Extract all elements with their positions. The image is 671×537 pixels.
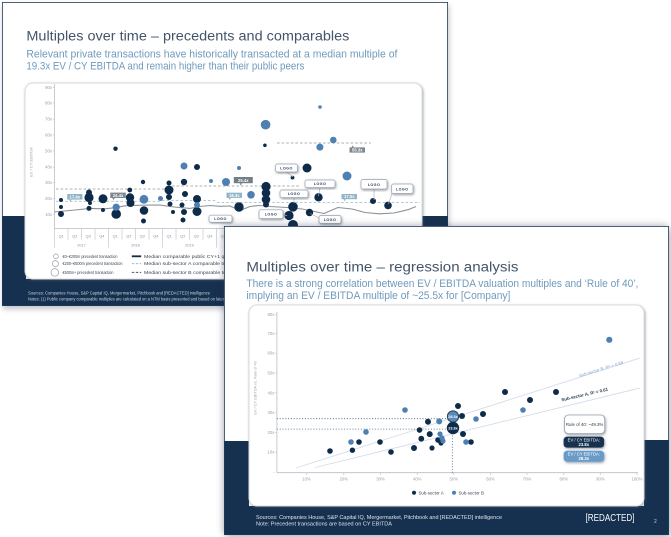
- svg-text:Q3: Q3: [140, 235, 145, 239]
- svg-text:20%: 20%: [339, 477, 348, 482]
- svg-text:Sources: Companies House, S&P: Sources: Companies House, S&P Capital IQ…: [256, 515, 502, 521]
- svg-text:Q3: Q3: [194, 235, 199, 239]
- svg-text:-: -: [273, 470, 275, 475]
- svg-text:80x: 80x: [267, 312, 275, 317]
- svg-text:€200–€500m precedent transacti: €200–€500m precedent transaction: [63, 261, 124, 266]
- svg-text:Q1: Q1: [221, 235, 226, 239]
- svg-text:EV / CY EBITDA:: EV / CY EBITDA:: [568, 451, 600, 456]
- svg-text:Q2: Q2: [126, 235, 131, 239]
- svg-text:2018: 2018: [131, 243, 139, 247]
- svg-text:30x: 30x: [45, 180, 53, 185]
- svg-text:24.4x: 24.4x: [113, 193, 124, 198]
- svg-text:LOGO: LOGO: [288, 192, 300, 196]
- svg-text:100%: 100%: [632, 477, 643, 482]
- svg-text:40x: 40x: [267, 390, 275, 395]
- svg-text:18.3x: 18.3x: [229, 193, 240, 198]
- svg-text:19.3x EV / CY EBITDA and remai: 19.3x EV / CY EBITDA and remain higher t…: [26, 61, 304, 73]
- svg-text:25.4x: 25.4x: [238, 178, 249, 183]
- svg-text:80%: 80%: [559, 477, 568, 482]
- svg-text:50x: 50x: [45, 149, 53, 154]
- svg-text:2019: 2019: [185, 243, 193, 247]
- svg-text:LOGO: LOGO: [314, 182, 326, 186]
- svg-text:50%: 50%: [449, 477, 458, 482]
- svg-text:Q4: Q4: [207, 235, 212, 239]
- svg-text:2: 2: [654, 519, 657, 525]
- svg-text:Notes: (1) Public company comp: Notes: (1) Public company comparable mul…: [28, 296, 265, 301]
- svg-text:10%: 10%: [302, 477, 311, 482]
- svg-text:40x: 40x: [45, 165, 53, 170]
- svg-text:Multiples over time – regressi: Multiples over time – regression analysi…: [246, 260, 518, 275]
- svg-text:Q4: Q4: [153, 235, 158, 239]
- svg-text:Sub-sector A: Sub-sector A: [419, 490, 444, 495]
- svg-text:€0–€200m precedent transaction: €0–€200m precedent transaction: [63, 254, 119, 259]
- svg-text:EV / CY EBITDA: EV / CY EBITDA: [29, 147, 34, 177]
- svg-text:30x: 30x: [267, 410, 275, 415]
- svg-text:Rule of 40: ~49.3%: Rule of 40: ~49.3%: [566, 422, 604, 427]
- svg-text:LOGO: LOGO: [280, 166, 292, 170]
- svg-text:90%: 90%: [596, 477, 605, 482]
- svg-text:30%: 30%: [376, 477, 385, 482]
- svg-text:Q2: Q2: [180, 235, 185, 239]
- svg-text:23.8x: 23.8x: [448, 427, 458, 431]
- svg-text:LOGO: LOGO: [265, 213, 277, 217]
- svg-text:LOGO: LOGO: [324, 218, 336, 222]
- svg-text:EV / CY EBITDA vs. Rule of 40: EV / CY EBITDA vs. Rule of 40: [253, 360, 258, 414]
- svg-text:There is a strong correlation: There is a strong correlation between EV…: [246, 278, 638, 290]
- svg-text:60x: 60x: [267, 351, 275, 356]
- svg-text:28.3x: 28.3x: [579, 456, 590, 461]
- svg-text:20x: 20x: [45, 196, 53, 201]
- svg-text:90x: 90x: [45, 85, 53, 90]
- svg-text:10x: 10x: [45, 212, 53, 217]
- svg-text:50x: 50x: [267, 371, 275, 376]
- svg-text:60%: 60%: [486, 477, 495, 482]
- svg-text:Sources: Companies House, S&P: Sources: Companies House, S&P Capital IQ…: [28, 290, 211, 295]
- svg-text:55.3x: 55.3x: [352, 148, 363, 153]
- svg-text:Sub-sector B: Sub-sector B: [459, 490, 484, 495]
- svg-text:17.5x: 17.5x: [344, 194, 355, 199]
- svg-text:70x: 70x: [267, 331, 275, 336]
- svg-text:70%: 70%: [523, 477, 532, 482]
- svg-text:LOGO: LOGO: [214, 217, 226, 221]
- svg-text:70x: 70x: [45, 117, 53, 122]
- svg-text:10x: 10x: [267, 450, 275, 455]
- svg-text:Q3: Q3: [86, 235, 91, 239]
- svg-text:[REDACTED]: [REDACTED]: [586, 512, 635, 524]
- svg-text:80x: 80x: [45, 101, 53, 106]
- svg-text:Q1: Q1: [167, 235, 172, 239]
- svg-text:Q2: Q2: [72, 235, 77, 239]
- svg-text:Q4: Q4: [99, 235, 104, 239]
- svg-text:LOGO: LOGO: [368, 183, 380, 187]
- svg-text:23.8x: 23.8x: [579, 442, 590, 447]
- svg-text:2017: 2017: [77, 243, 85, 247]
- svg-text:implying an EV / EBITDA multip: implying an EV / EBITDA multiple of ~25.…: [246, 290, 510, 302]
- svg-text:Note: Precedent transactions a: Note: Precedent transactions are based o…: [256, 521, 392, 527]
- svg-text:Q1: Q1: [113, 235, 118, 239]
- svg-text:17.4x: 17.4x: [70, 194, 81, 199]
- svg-text:28.3x: 28.3x: [448, 415, 458, 419]
- svg-text:Relevant private transactions: Relevant private transactions have histo…: [26, 48, 398, 60]
- svg-text:EV / CY EBITDA:: EV / CY EBITDA:: [568, 437, 600, 442]
- svg-text:LOGO: LOGO: [396, 187, 408, 191]
- svg-text:20x: 20x: [267, 430, 275, 435]
- svg-text:40%: 40%: [413, 477, 422, 482]
- svg-text:Multiples over time – preceden: Multiples over time – precedents and com…: [26, 28, 349, 43]
- svg-text:60x: 60x: [45, 133, 53, 138]
- svg-text:€500m+ precedent transaction: €500m+ precedent transaction: [63, 270, 115, 275]
- svg-text:Q1: Q1: [59, 235, 64, 239]
